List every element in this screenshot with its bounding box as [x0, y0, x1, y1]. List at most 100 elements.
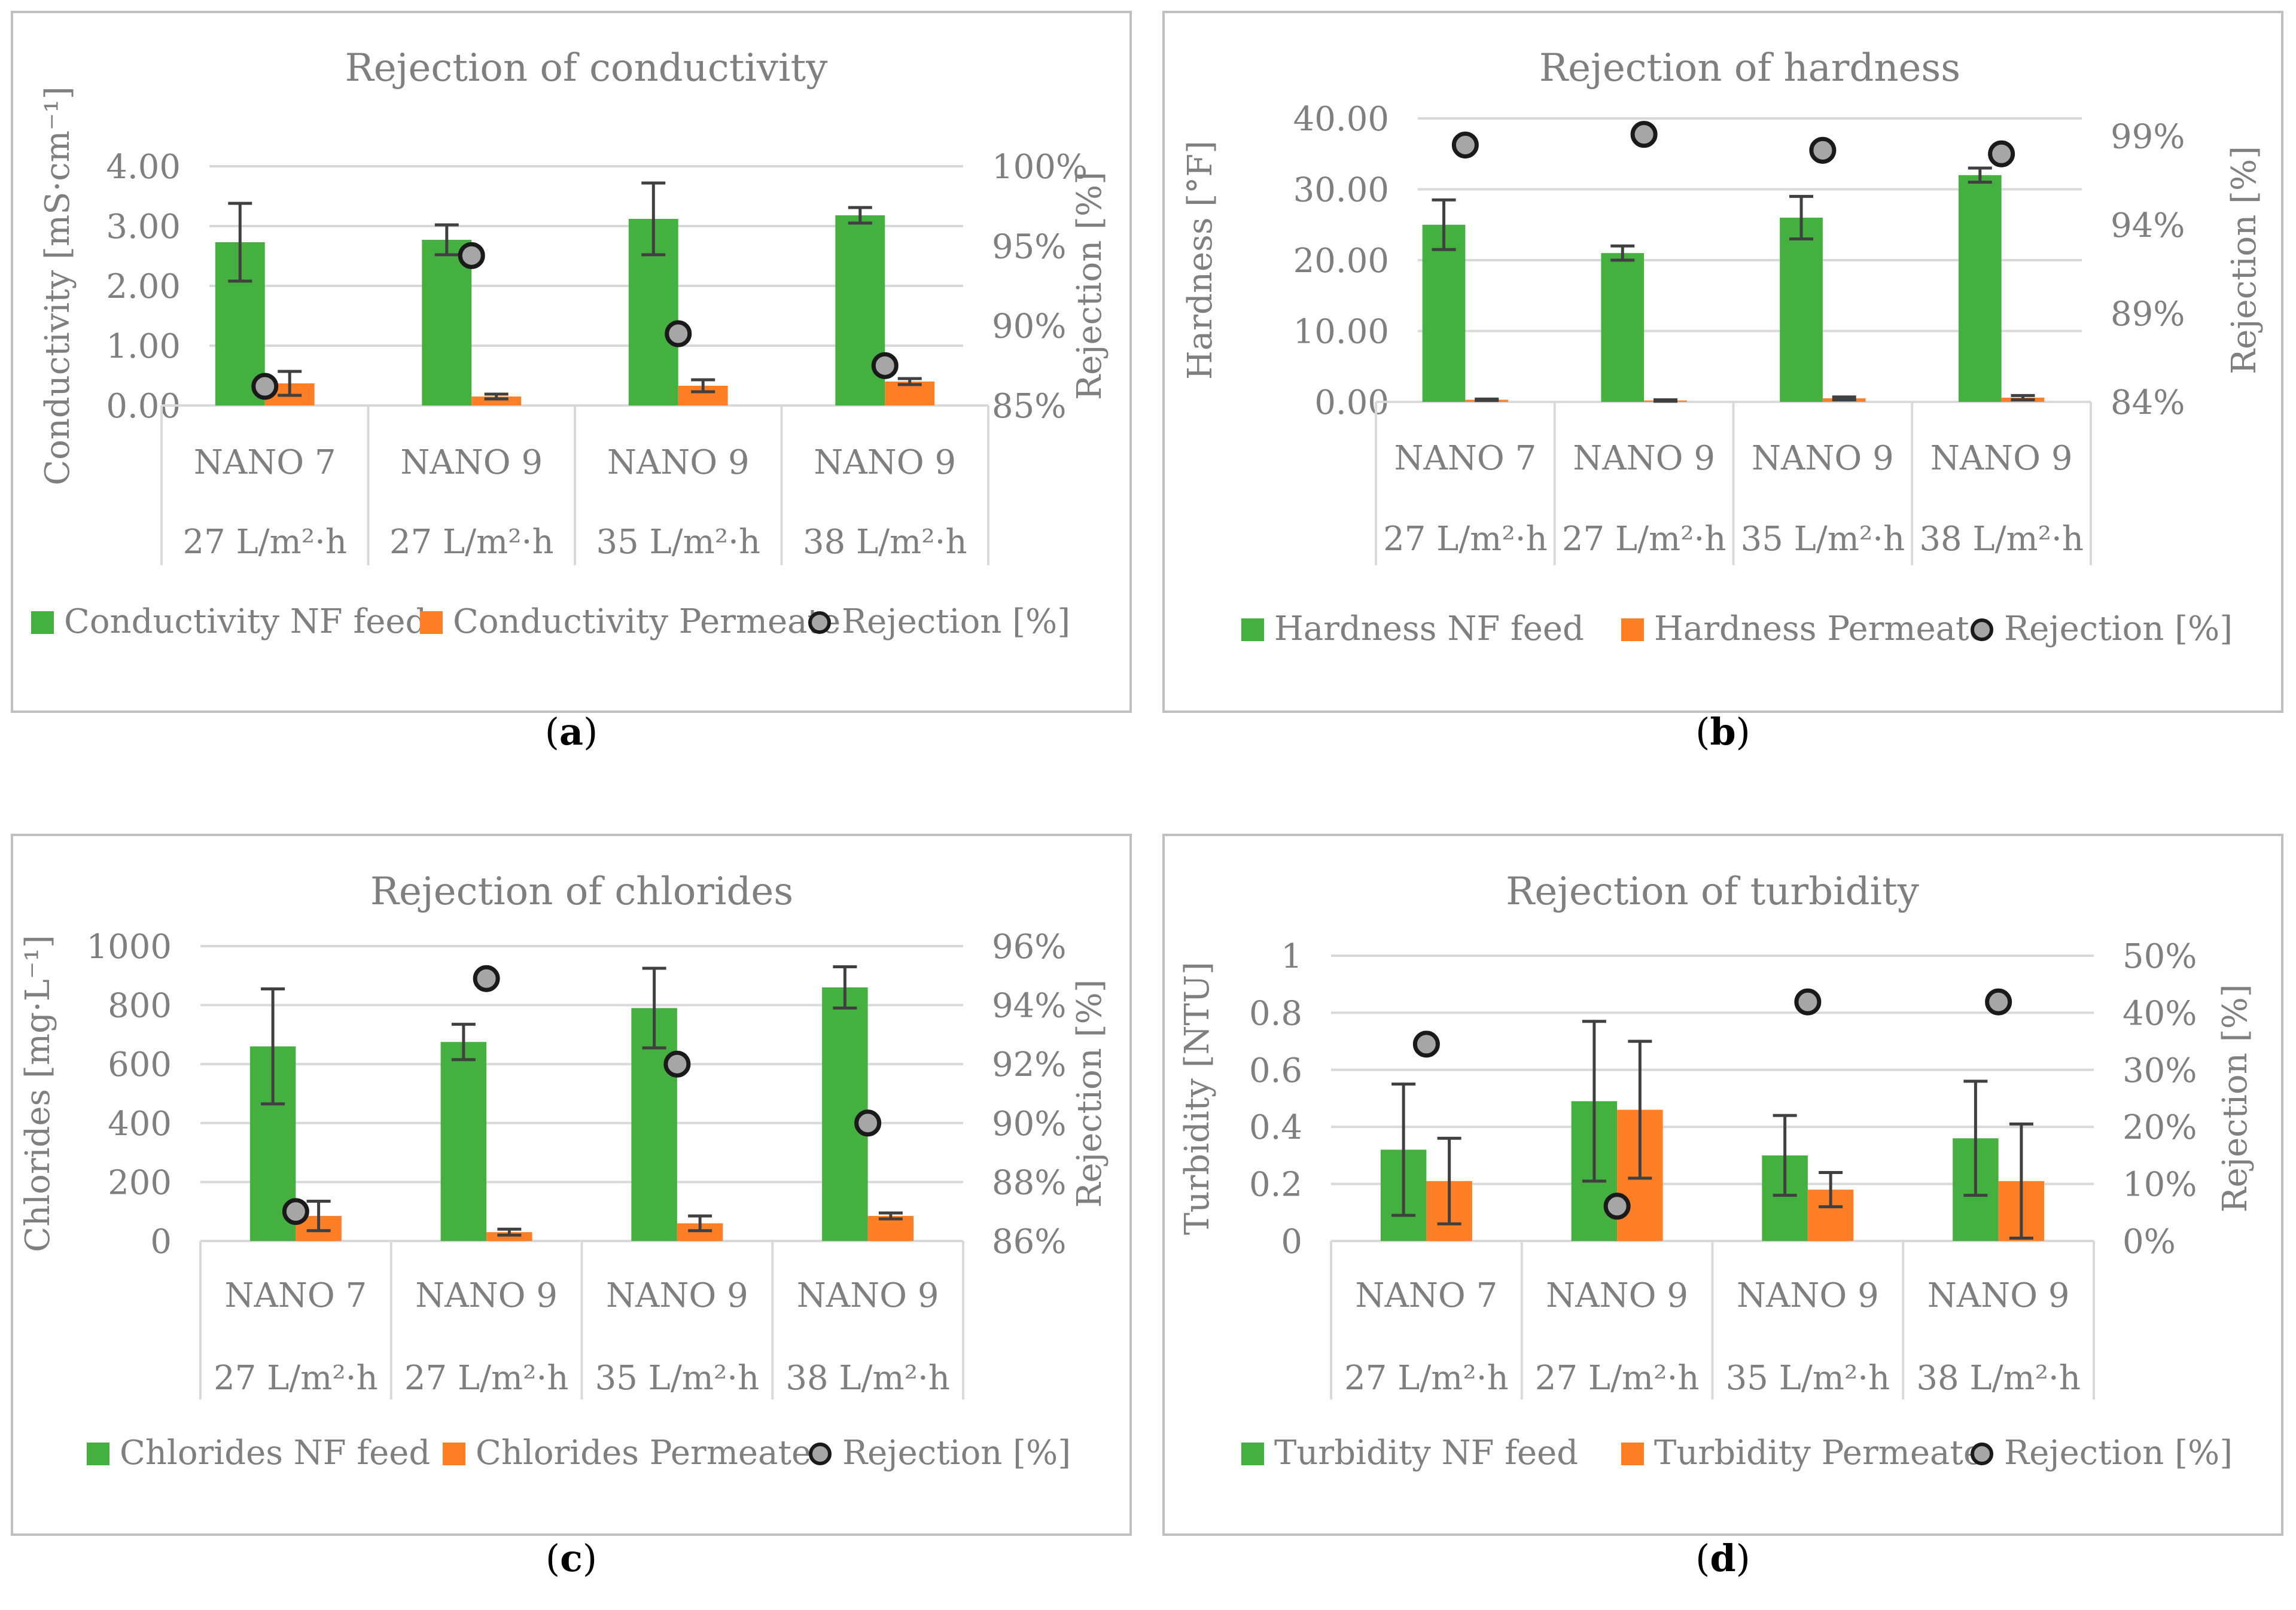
rejection-point — [473, 965, 500, 992]
chart-panel-d: Rejection of turbidity00.20.40.60.810%10… — [1162, 834, 2283, 1580]
category-membrane-label: NANO 9 — [607, 443, 750, 482]
y2-tick-label: 10% — [2123, 1166, 2197, 1205]
panel-label: (c) — [546, 1536, 597, 1580]
category-membrane-label: NANO 9 — [1546, 1276, 1688, 1315]
y-tick-label: 3.00 — [106, 208, 181, 246]
rejection-point — [1603, 1193, 1631, 1220]
category-membrane-label: NANO 9 — [814, 443, 956, 482]
category-flux-label: 27 L/m²·h — [389, 523, 554, 562]
y-tick-label: 0.2 — [1249, 1166, 1302, 1205]
legend-feed-swatch — [31, 611, 54, 634]
y2-tick-label: 95% — [992, 227, 1066, 266]
chart-panel-a: Rejection of conductivity0.001.002.003.0… — [11, 11, 1132, 754]
y2-tick-label: 40% — [2123, 994, 2197, 1033]
legend-feed-label: Chlorides NF feed — [120, 1434, 430, 1472]
category-flux-label: 27 L/m²·h — [1383, 520, 1548, 559]
chart-title: Rejection of chlorides — [370, 870, 793, 914]
legend-permeate-swatch — [420, 611, 443, 634]
y-axis-title: Chlorides [mg·L⁻¹] — [19, 935, 57, 1252]
y-tick-label: 20.00 — [1293, 242, 1389, 280]
feed-bar — [422, 240, 472, 405]
category-membrane-label: NANO 9 — [797, 1276, 939, 1315]
y-tick-label: 600 — [108, 1045, 172, 1084]
rejection-point — [1412, 1030, 1440, 1058]
y-tick-label: 800 — [108, 987, 172, 1026]
y2-tick-label: 84% — [2111, 383, 2185, 422]
panel-label: (b) — [1695, 710, 1750, 754]
chart-title: Rejection of hardness — [1539, 46, 1960, 90]
rejection-point — [663, 1050, 691, 1078]
chart-title: Rejection of conductivity — [345, 46, 828, 90]
rejection-point — [1794, 988, 1822, 1016]
y-tick-label: 10.00 — [1293, 313, 1389, 352]
rejection-point — [1985, 988, 2012, 1016]
category-flux-label: 38 L/m²·h — [1916, 1359, 2081, 1398]
y2-axis-title: Rejection [%] — [2216, 984, 2255, 1212]
feed-bar — [1422, 224, 1466, 402]
y-tick-label: 0 — [1281, 1222, 1302, 1261]
rejection-point — [1451, 131, 1479, 158]
y-axis-title: Conductivity [mS·cm⁻¹] — [38, 86, 77, 485]
y-tick-label: 0.8 — [1249, 994, 1302, 1033]
legend-permeate-label: Conductivity Permeate — [453, 602, 841, 641]
category-flux-label: 38 L/m²·h — [785, 1359, 950, 1398]
category-flux-label: 38 L/m²·h — [803, 523, 967, 562]
category-flux-label: 35 L/m²·h — [1726, 1359, 1890, 1398]
y2-tick-label: 92% — [992, 1045, 1066, 1084]
y-axis-title: Hardness [°F] — [1181, 141, 1220, 380]
legend-rejection-label: Rejection [%] — [2004, 609, 2233, 648]
rejection-point — [282, 1198, 309, 1225]
y2-tick-label: 100% — [992, 148, 1088, 187]
category-membrane-label: NANO 7 — [1394, 439, 1536, 478]
feed-bar — [1958, 175, 2002, 402]
category-membrane-label: NANO 9 — [606, 1276, 748, 1315]
legend-rejection-marker — [809, 1443, 832, 1465]
y2-tick-label: 20% — [2123, 1108, 2197, 1147]
y-tick-label: 1000 — [86, 928, 172, 966]
category-membrane-label: NANO 7 — [224, 1276, 367, 1315]
feed-bar — [1780, 217, 1823, 402]
legend-rejection-label: Rejection [%] — [842, 1434, 1071, 1472]
y2-tick-label: 0% — [2123, 1222, 2176, 1261]
feed-bar — [835, 215, 885, 405]
legend-feed-swatch — [87, 1443, 109, 1465]
category-flux-label: 27 L/m²·h — [1344, 1359, 1509, 1398]
legend-feed-label: Conductivity NF feed — [64, 602, 427, 641]
rejection-point — [1630, 121, 1658, 148]
y-tick-label: 2.00 — [106, 267, 181, 306]
y-tick-label: 1.00 — [106, 327, 181, 366]
chart-frame — [11, 834, 1132, 1536]
y2-tick-label: 85% — [992, 387, 1066, 426]
category-flux-label: 38 L/m²·h — [1919, 520, 2084, 559]
y-tick-label: 30.00 — [1293, 171, 1389, 210]
category-flux-label: 35 L/m²·h — [1741, 520, 1905, 559]
y2-tick-label: 96% — [992, 928, 1066, 966]
legend-feed-label: Turbidity NF feed — [1274, 1434, 1578, 1472]
legend-permeate-swatch — [443, 1443, 465, 1465]
y-tick-label: 40.00 — [1293, 100, 1389, 139]
category-membrane-label: NANO 9 — [400, 443, 543, 482]
category-membrane-label: NANO 9 — [1573, 439, 1715, 478]
y2-tick-label: 99% — [2111, 118, 2185, 157]
legend-permeate-label: Chlorides Permeate — [476, 1434, 811, 1472]
category-membrane-label: NANO 7 — [194, 443, 336, 482]
y2-tick-label: 88% — [992, 1163, 1066, 1202]
category-membrane-label: NANO 9 — [1927, 1276, 2070, 1315]
category-membrane-label: NANO 9 — [1752, 439, 1894, 478]
y2-axis-title: Rejection [%] — [1070, 172, 1109, 400]
y2-tick-label: 50% — [2123, 937, 2197, 976]
category-flux-label: 27 L/m²·h — [404, 1359, 569, 1398]
legend-permeate-label: Hardness Permeate — [1654, 609, 1989, 648]
legend-rejection-label: Rejection [%] — [2004, 1434, 2233, 1472]
rejection-point — [871, 352, 899, 379]
y2-tick-label: 94% — [2111, 206, 2185, 245]
rejection-point — [665, 320, 692, 347]
category-membrane-label: NANO 7 — [1355, 1276, 1497, 1315]
y2-tick-label: 90% — [992, 1105, 1066, 1144]
rejection-point — [1988, 140, 2015, 167]
y-tick-label: 1 — [1281, 937, 1302, 976]
y-tick-label: 200 — [108, 1163, 172, 1202]
category-membrane-label: NANO 9 — [1737, 1276, 1879, 1315]
panel-label: (a) — [545, 710, 598, 754]
